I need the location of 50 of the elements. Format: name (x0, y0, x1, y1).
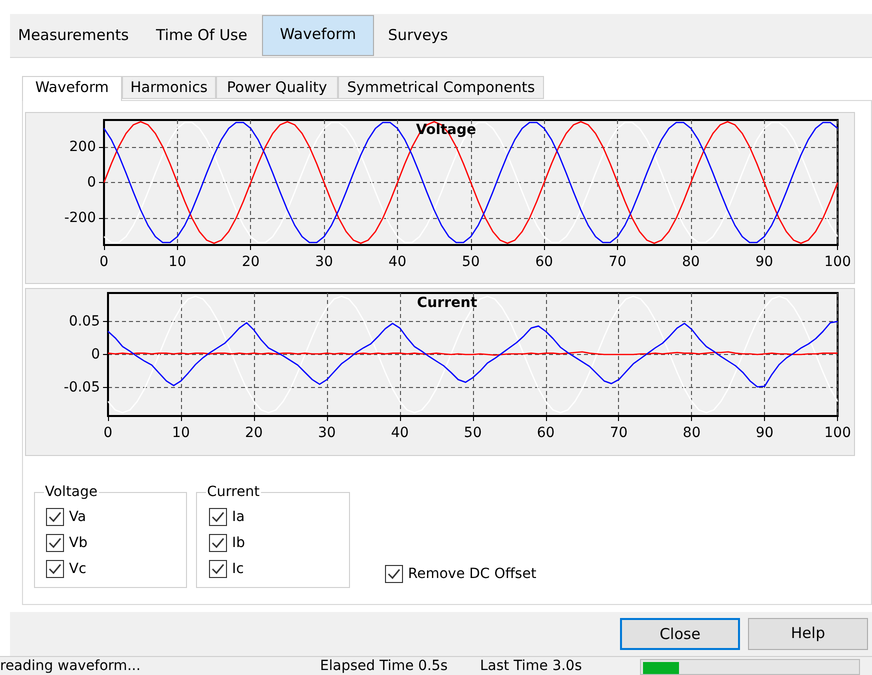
text: Current (206, 484, 261, 500)
y-tick-label: -0.05 (64, 380, 100, 396)
y-tick-label: 200 (69, 138, 96, 155)
x-tick-label: 40 (390, 425, 409, 441)
x-tick-label: 40 (388, 254, 406, 270)
x-tick-label: 20 (245, 425, 263, 441)
x-tick-label: 90 (756, 425, 774, 441)
x-tick-label: 60 (535, 254, 554, 270)
y-tick-label: 0 (91, 346, 100, 362)
text: Vc (69, 561, 86, 577)
text: Measurements (18, 26, 129, 44)
text: Vb (69, 535, 88, 551)
x-tick-label: 0 (104, 425, 112, 441)
x-tick-label: 80 (682, 254, 700, 270)
y-tick-label: -200 (64, 210, 96, 226)
x-tick-label: 70 (610, 425, 628, 441)
text: reading waveform... (0, 658, 141, 674)
text: Surveys (388, 26, 448, 44)
text: Time Of Use (156, 26, 248, 44)
y-tick-label: 0 (87, 174, 96, 190)
text: Harmonics (122, 76, 216, 99)
x-tick-label: 100 (824, 425, 852, 441)
x-tick-label: 60 (536, 425, 555, 441)
tab: Waveform (262, 15, 374, 56)
x-tick-label: 50 (464, 425, 482, 441)
chart-title: Current (417, 295, 478, 311)
text: Va (69, 509, 86, 525)
x-tick-label: 30 (315, 254, 334, 270)
x-tick-label: 90 (755, 254, 774, 270)
button: Help (748, 618, 868, 650)
x-tick-label: 20 (242, 254, 260, 270)
text: Symmetrical Components (338, 76, 544, 99)
x-tick-label: 80 (682, 425, 701, 441)
text: Voltage (44, 484, 99, 500)
x-tick-label: 10 (168, 254, 186, 270)
text: Remove DC Offset (408, 566, 536, 582)
y-tick-label: 0.05 (68, 313, 100, 330)
text: Power Quality (216, 76, 338, 99)
text: Ia (232, 509, 245, 525)
x-tick-label: 10 (172, 425, 190, 441)
text: Elapsed Time 0.5s (320, 658, 448, 674)
button: Close (620, 618, 740, 650)
text: Waveform (22, 76, 122, 101)
text: Last Time 3.0s (480, 658, 582, 674)
x-tick-label: 70 (608, 254, 626, 270)
text: Ib (232, 535, 246, 551)
x-tick-label: 50 (462, 254, 480, 270)
x-tick-label: 100 (824, 254, 852, 270)
x-tick-label: 30 (318, 425, 336, 441)
text: Ic (232, 561, 244, 577)
